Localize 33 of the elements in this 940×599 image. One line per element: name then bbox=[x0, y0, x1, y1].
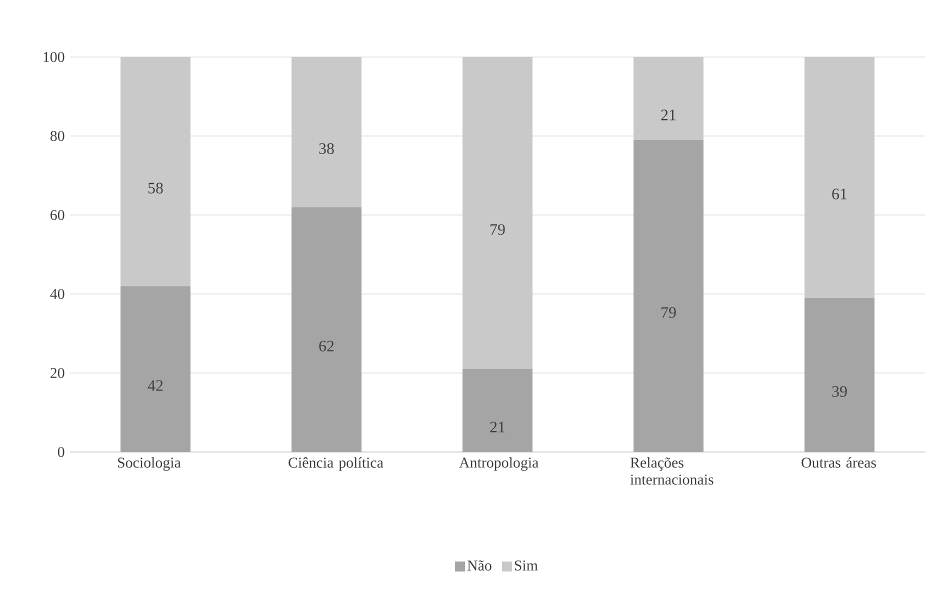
data-label: 21 bbox=[661, 110, 676, 120]
bar bbox=[120, 56, 191, 286]
x-tick-label: Antropologia bbox=[459, 457, 538, 471]
bar bbox=[634, 140, 704, 452]
data-label: 38 bbox=[319, 143, 334, 154]
bar bbox=[804, 298, 875, 452]
bar bbox=[462, 369, 533, 452]
bar bbox=[120, 286, 191, 452]
bar bbox=[292, 207, 362, 452]
data-label: 39 bbox=[832, 386, 847, 397]
y-tick-label: 0 bbox=[58, 446, 64, 458]
y-tick-label: 60 bbox=[50, 210, 64, 220]
x-tick-label: Outras áreas bbox=[802, 457, 876, 468]
x-tick-label: Relações internacionais bbox=[630, 457, 714, 485]
x-tick-label: Ciência política bbox=[288, 457, 384, 471]
bar bbox=[462, 56, 533, 370]
legend-label: Sim bbox=[514, 560, 538, 570]
data-label: 21 bbox=[490, 422, 505, 432]
data-label: 79 bbox=[662, 307, 676, 318]
x-tick-label: Sociologia bbox=[118, 457, 181, 471]
y-tick-label: 80 bbox=[50, 130, 64, 142]
bar bbox=[804, 56, 875, 298]
data-label: 62 bbox=[319, 340, 334, 352]
bar bbox=[634, 56, 704, 140]
bar bbox=[292, 56, 362, 208]
y-tick-label: 100 bbox=[44, 52, 64, 62]
data-label: 58 bbox=[148, 182, 163, 194]
data-label: 79 bbox=[490, 224, 505, 235]
data-label: 42 bbox=[148, 380, 163, 391]
y-tick-label: 20 bbox=[50, 368, 64, 378]
y-tick-label: 40 bbox=[50, 288, 64, 300]
data-label: 61 bbox=[832, 188, 847, 200]
legend-label: Não bbox=[467, 560, 492, 571]
